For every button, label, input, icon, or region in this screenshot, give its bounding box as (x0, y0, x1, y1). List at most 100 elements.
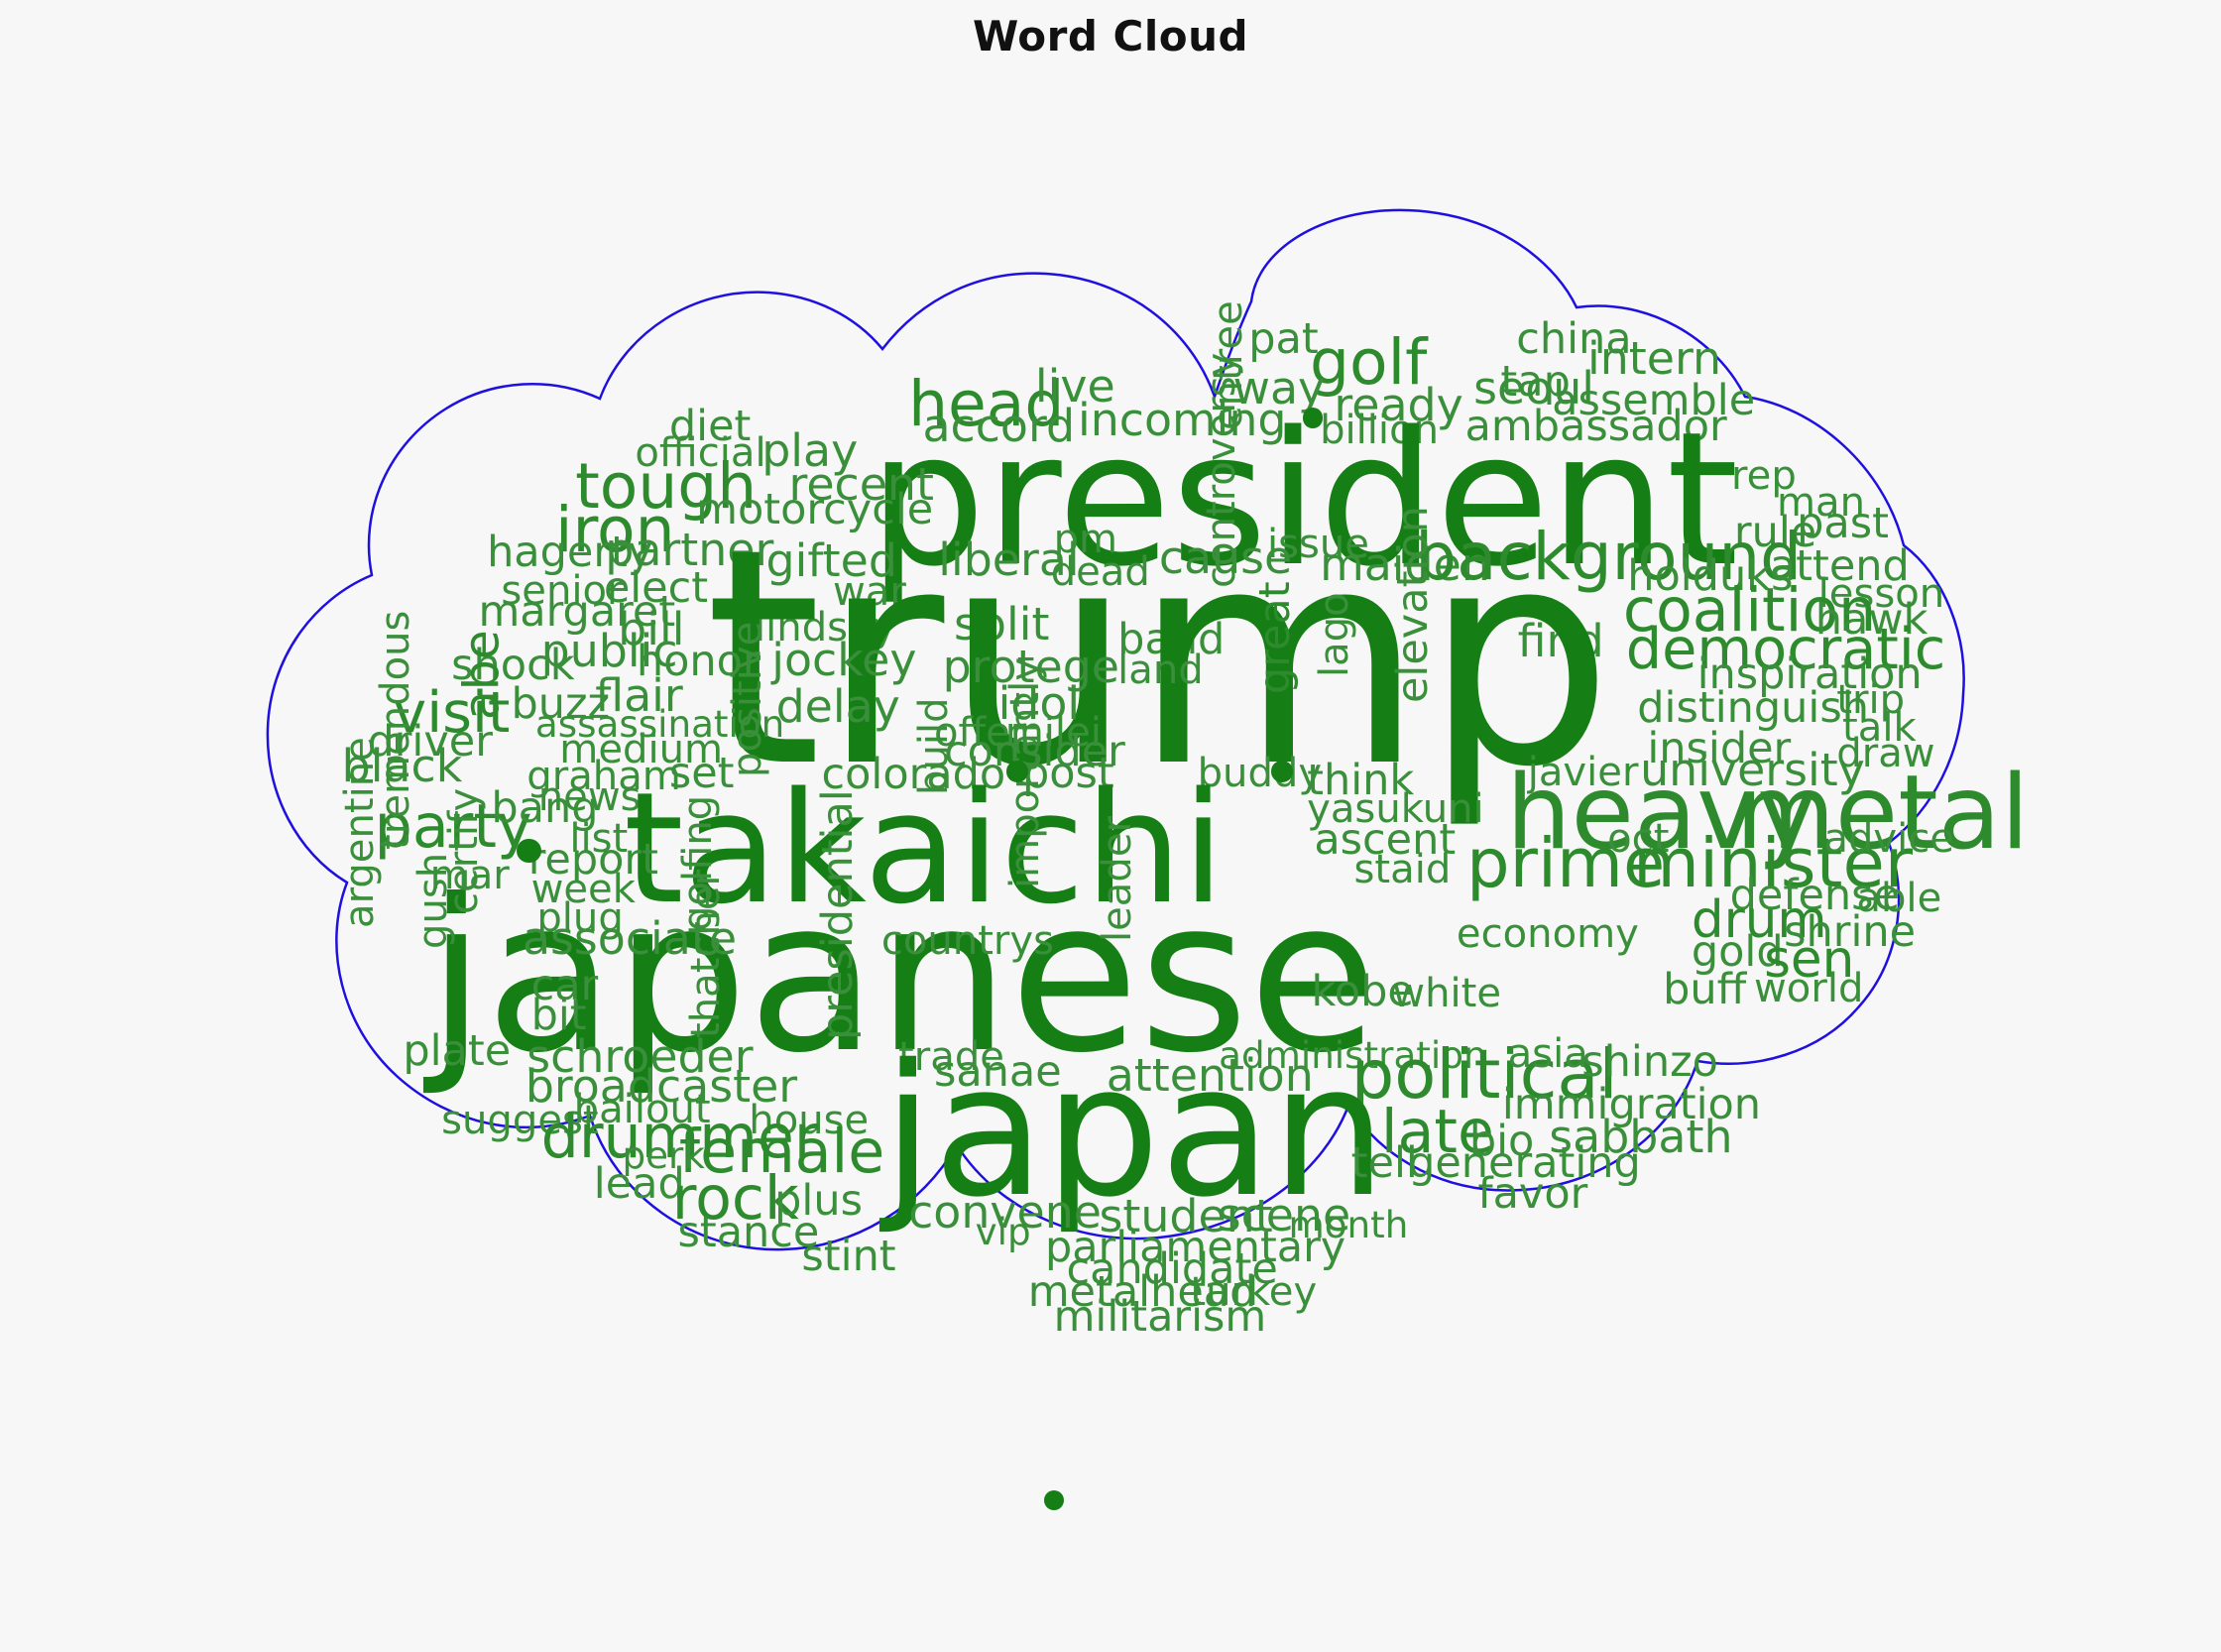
cloud-word: stance (677, 1207, 820, 1257)
cloud-word: takaichi (623, 759, 1226, 938)
cloud-word: rep (1731, 453, 1797, 500)
cloud-word: white (1392, 970, 1502, 1016)
cloud-word: sanae (933, 1047, 1062, 1098)
cloud-word: political (1350, 1035, 1618, 1116)
cloud-word: convene (908, 1185, 1102, 1239)
cloud-word: administration (1219, 1032, 1487, 1077)
cloud-word: recent (788, 456, 934, 511)
cloud-word: liberal (938, 531, 1080, 586)
cloud-word: shrine (1784, 906, 1917, 957)
cloud-word: buzz (511, 678, 611, 729)
cloud-word: coalition (1622, 575, 1877, 646)
cloud-word: pm (1053, 517, 1118, 563)
cloud-word: car (530, 961, 599, 1011)
cloud-word: scene (1217, 1188, 1351, 1242)
cloud-word: schroeder (526, 1029, 754, 1084)
cloud-word: ambassador (1464, 401, 1727, 451)
cloud-word: thatcher (683, 870, 730, 1039)
cloud-word: student (1099, 1189, 1273, 1243)
cloud-word: live (1034, 359, 1115, 413)
cloud-word: diet (668, 401, 752, 451)
cloud-word: economy (1456, 910, 1639, 957)
cloud-word: official (635, 430, 766, 477)
cloud-dot-glyph (1043, 1490, 1064, 1511)
cloud-word: land (1117, 647, 1204, 693)
cloud-word: stint (801, 1231, 896, 1281)
cloud-word: hagerty (487, 527, 653, 577)
cloud-word: rock (671, 1163, 799, 1234)
cloud-word: defense (1729, 870, 1900, 920)
cloud-word: incoming (1077, 393, 1287, 447)
cloud-word: attention (1106, 1047, 1314, 1102)
cloud-word: bailout (573, 1086, 711, 1132)
cloud-word: billion (1320, 408, 1440, 454)
cloud-dot-glyph (517, 838, 541, 864)
cloud-word: build (910, 696, 957, 795)
cloud-word: inspiration (1696, 649, 1923, 699)
cloud-word: report (527, 834, 658, 885)
cloud-word: minister (1632, 824, 1914, 904)
cloud-word: sabbath (1549, 1110, 1733, 1164)
cloud-word: golf (1310, 326, 1428, 400)
cloud-word: past (1797, 499, 1889, 549)
cloud-word: set (668, 748, 735, 798)
cloud-word: attend (1769, 541, 1910, 592)
cloud-word: bill (618, 601, 685, 655)
cloud-word: insider (1647, 724, 1792, 774)
cloud-word: buff (1663, 965, 1747, 1015)
cloud-word: way (1232, 360, 1326, 414)
cloud-word: associate (522, 911, 738, 966)
cloud-word: find (1517, 614, 1604, 668)
cloud-word: shinzo (1581, 1037, 1718, 1088)
cloud-word: distinguish (1637, 682, 1869, 733)
cloud-word: visit (393, 679, 511, 747)
cloud-dot-glyph (1271, 761, 1293, 782)
cloud-word: ascent (1314, 814, 1457, 865)
cloud-word: buddy (1197, 751, 1323, 797)
cloud-word: elect (603, 562, 709, 613)
cloud-word: late (1380, 1097, 1494, 1167)
cloud-word: jockey (771, 632, 917, 686)
cloud-word: tell (1350, 1137, 1418, 1188)
cloud-word: driver (367, 717, 493, 767)
cloud-word: leader (1095, 816, 1141, 943)
page-title: Word Cloud (972, 12, 1249, 60)
cloud-word: trip (1836, 676, 1906, 723)
cloud-word: gifted (765, 532, 897, 587)
cloud-word: bang (491, 783, 599, 834)
cloud-word: month (1288, 1203, 1409, 1247)
cloud-word: prime (1465, 824, 1666, 904)
cloud-word: ready (1334, 377, 1463, 431)
cloud-word: certify (441, 787, 488, 914)
cloud-word: maiden (1320, 537, 1490, 592)
cloud-word: favor (1477, 1169, 1588, 1220)
cloud-word: japanese (426, 853, 1378, 1099)
cloud-word: pat (1248, 314, 1319, 365)
cloud-dot-glyph (1006, 761, 1028, 782)
cloud-word: heavy (1506, 753, 1818, 873)
cloud-word: university (1640, 743, 1865, 797)
cloud-word: graham (526, 753, 681, 799)
cloud-word: shock (451, 641, 575, 691)
cloud-word: milei (1004, 709, 1102, 756)
cloud-word: senior (501, 567, 624, 614)
cloud-word: partner (605, 522, 774, 576)
cloud-word: post (1021, 748, 1114, 798)
cloud-word: candidate (1066, 1243, 1278, 1294)
cloud-word: holduks (1627, 551, 1794, 602)
cloud-word: trump (704, 485, 1613, 833)
cloud-word: mar (429, 853, 510, 898)
cloud-word: democratic (1625, 615, 1946, 682)
cloud-word: bit (530, 991, 587, 1041)
cloud-word: war (833, 569, 906, 616)
cloud-word: parliamentary (1044, 1223, 1346, 1273)
cloud-word: intern (1587, 330, 1722, 385)
cloud-word: female (678, 1117, 885, 1187)
cloud-word: delay (775, 679, 900, 734)
cloud-word: talk (1842, 705, 1917, 752)
cloud-word: draw (1836, 731, 1935, 777)
cloud-word: drum (1691, 890, 1827, 950)
cloud-word: advice (1823, 815, 1954, 862)
cloud-word: lago (1311, 592, 1357, 677)
